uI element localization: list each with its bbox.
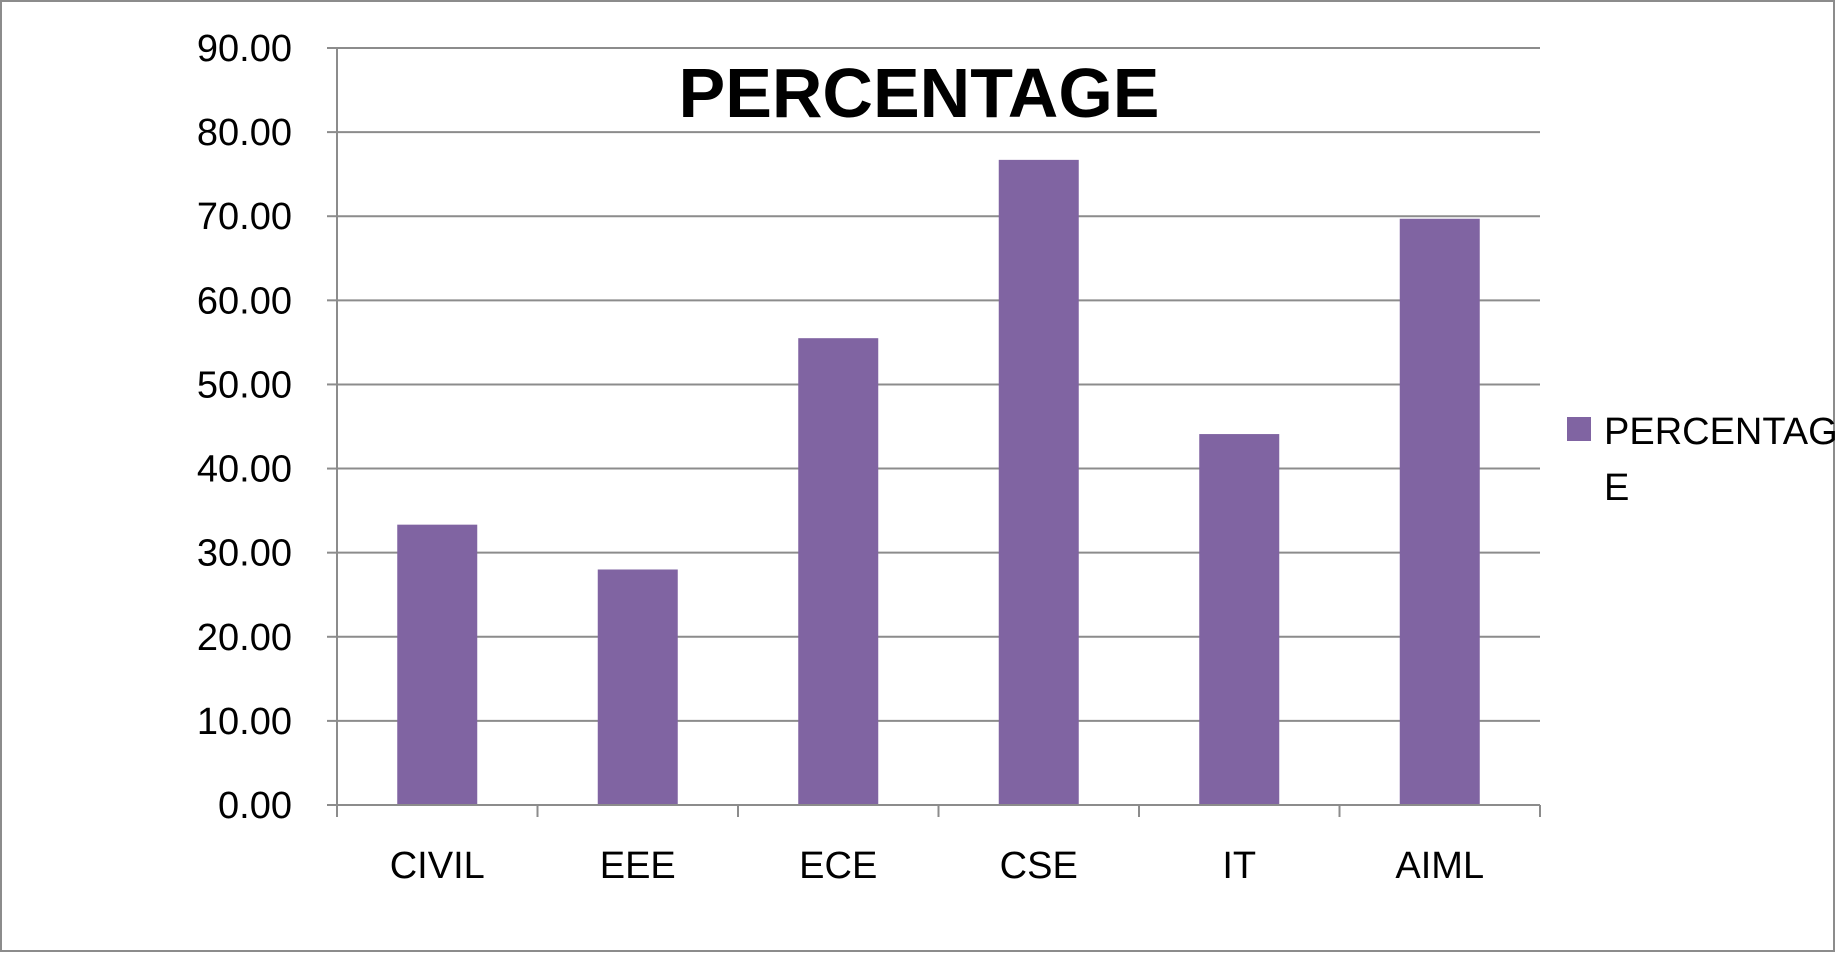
legend-swatch <box>1567 417 1591 441</box>
axes <box>327 47 1541 817</box>
y-tick-label: 80.00 <box>197 112 292 154</box>
legend-label-line-1: PERCENTAG <box>1604 411 1835 453</box>
x-category-label: ECE <box>799 845 877 887</box>
y-tick-label: 10.00 <box>197 701 292 743</box>
bar-civil <box>397 524 478 805</box>
bar-cse <box>998 159 1079 805</box>
y-tick-label: 40.00 <box>197 449 292 491</box>
x-category-label: AIML <box>1395 845 1484 887</box>
y-tick-label: 70.00 <box>197 196 292 238</box>
x-category-label: EEE <box>600 845 676 887</box>
x-category-label: IT <box>1222 845 1256 887</box>
y-tick-label: 60.00 <box>197 280 292 322</box>
gridlines <box>337 47 1540 722</box>
x-category-label: CSE <box>1000 845 1078 887</box>
bars <box>397 159 1480 806</box>
y-tick-labels: 0.00 10.00 20.00 30.00 40.00 50.00 60.00 70.00 8… <box>197 28 292 827</box>
legend-label-line-2: E <box>1604 467 1629 509</box>
x-category-label: CIVIL <box>390 845 485 887</box>
y-tick-label: 50.00 <box>197 364 292 406</box>
legend: PERCENTAG E <box>1567 411 1835 509</box>
y-tick-label: 30.00 <box>197 533 292 575</box>
bar-it <box>1199 434 1280 805</box>
bar-aiml <box>1399 218 1480 806</box>
y-tick-label: 0.00 <box>218 785 292 827</box>
y-tick-label: 90.00 <box>197 28 292 70</box>
x-category-labels: CIVIL EEE ECE CSE IT AIML <box>390 845 1484 887</box>
y-tick-label: 20.00 <box>197 617 292 659</box>
bar-eee <box>597 569 678 805</box>
bar-ece <box>798 338 879 805</box>
chart-title: PERCENTAGE <box>679 54 1160 132</box>
